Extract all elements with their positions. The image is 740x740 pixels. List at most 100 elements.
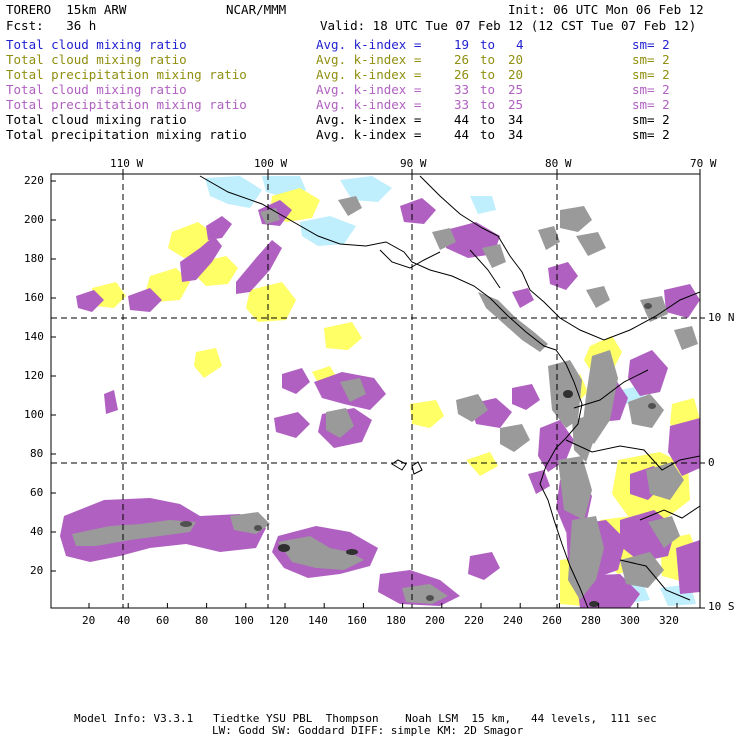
legend-to-word: to	[480, 37, 496, 52]
legend-to-word: to	[480, 127, 496, 142]
lat-label: 10 S	[708, 600, 735, 613]
legend-to: 4	[516, 37, 524, 52]
x-tick-label: 80	[195, 614, 209, 627]
light-blue-patch	[470, 196, 496, 214]
x-tick-label: 280	[581, 614, 601, 627]
model-name: TORERO 15km ARW	[6, 2, 127, 17]
dark-core	[426, 595, 434, 601]
yellow-patch	[324, 322, 362, 350]
gray-patch	[340, 378, 366, 402]
cloud-fields	[51, 174, 700, 608]
lat-label: 0	[708, 456, 715, 469]
valid-time: Valid: 18 UTC Tue 07 Feb 12 (12 CST Tue …	[320, 18, 697, 33]
y-tick-label: 140	[24, 330, 44, 343]
purple-patch	[628, 350, 668, 396]
lon-label: 100 W	[254, 157, 288, 170]
legend-from: 26	[454, 52, 470, 67]
legend-to: 34	[508, 112, 524, 127]
purple-patch	[668, 418, 700, 476]
legend-to-word: to	[480, 112, 496, 127]
legend-avg: Avg. k-index =	[316, 97, 422, 112]
legend-row: Total cloud mixing ratio Avg. k-index = …	[6, 112, 670, 127]
y-tick-label: 220	[24, 174, 44, 187]
graticule	[51, 174, 700, 608]
gray-patch	[628, 394, 664, 428]
legend-to: 25	[508, 82, 524, 97]
gray-patch	[456, 394, 488, 422]
light-blue-patch	[205, 176, 262, 208]
purple-patch	[128, 288, 162, 312]
legend-avg: Avg. k-index =	[316, 67, 422, 82]
y-tick-label: 120	[24, 369, 44, 382]
gray-patch	[640, 296, 668, 322]
gray-patch	[538, 226, 560, 250]
light-blue-patch	[340, 176, 392, 202]
x-tick-label: 160	[347, 614, 367, 627]
gray-patch	[338, 196, 362, 216]
legend-field: Total cloud mixing ratio	[6, 37, 187, 52]
purple-patch	[548, 262, 578, 290]
y-tick-label: 60	[30, 486, 44, 499]
legend-from: 44	[454, 127, 470, 142]
legend-sm: sm= 2	[632, 67, 670, 82]
purple-patch	[76, 290, 104, 312]
gray-patch	[648, 516, 680, 548]
gray-patch	[620, 552, 664, 588]
legend-from: 26	[454, 67, 470, 82]
coastlines	[199, 175, 700, 608]
legend-to-word: to	[480, 67, 496, 82]
purple-patch	[512, 288, 534, 308]
legend-avg: Avg. k-index =	[316, 37, 422, 52]
purple-patch	[282, 368, 310, 394]
purple-patch	[400, 198, 436, 224]
dark-core	[589, 601, 599, 607]
lat-label: 10 N	[708, 311, 735, 324]
border-peru-brazil	[639, 505, 700, 521]
legend-field: Total precipitation mixing ratio	[6, 127, 247, 142]
legend-row: Total precipitation mixing ratio Avg. k-…	[6, 97, 670, 112]
dark-core	[648, 403, 656, 409]
legend-to: 20	[508, 67, 524, 82]
gray-patch	[326, 408, 354, 438]
y-tick-label: 100	[24, 408, 44, 421]
legend-field: Total cloud mixing ratio	[6, 82, 187, 97]
dark-core	[644, 303, 652, 309]
legend-to: 20	[508, 52, 524, 67]
x-tick-label: 100	[234, 614, 254, 627]
legend-field: Total cloud mixing ratio	[6, 52, 187, 67]
legend-to-word: to	[480, 97, 496, 112]
y-tick-label: 200	[24, 213, 44, 226]
legend-from: 19	[454, 37, 470, 52]
lon-label: 110 W	[110, 157, 144, 170]
legend-sm: sm= 2	[632, 127, 670, 142]
gray-patch	[560, 206, 592, 232]
y-tick-label: 20	[30, 564, 44, 577]
gray-patch	[402, 584, 448, 604]
init-time: Init: 06 UTC Mon 06 Feb 12	[508, 2, 704, 17]
legend-from: 44	[454, 112, 470, 127]
purple-patch	[274, 412, 310, 438]
legend-field: Total cloud mixing ratio	[6, 112, 187, 127]
purple-patch	[512, 384, 540, 410]
legend-row: Total precipitation mixing ratio Avg. k-…	[6, 67, 670, 82]
yellow-patch	[194, 348, 222, 378]
physics-info: LW: Godd SW: Goddard DIFF: simple KM: 2D…	[212, 724, 524, 737]
lon-label: 90 W	[400, 157, 427, 170]
y-tick-label: 180	[24, 252, 44, 265]
legend-avg: Avg. k-index =	[316, 127, 422, 142]
gray-patch	[586, 286, 610, 308]
tick-marks	[51, 169, 705, 609]
coastline-south-america	[539, 349, 589, 608]
x-tick-label: 180	[386, 614, 406, 627]
coastline-yucatan-caribbean	[419, 175, 700, 341]
plot-frame	[50, 173, 701, 609]
gray-patch	[568, 516, 604, 600]
purple-patch	[468, 552, 500, 580]
legend-sm: sm= 2	[632, 97, 670, 112]
light-blue-patch	[300, 216, 356, 246]
y-tick-label: 40	[30, 525, 44, 538]
purple-patch	[206, 216, 232, 240]
legend-avg: Avg. k-index =	[316, 112, 422, 127]
y-tick-label: 160	[24, 291, 44, 304]
